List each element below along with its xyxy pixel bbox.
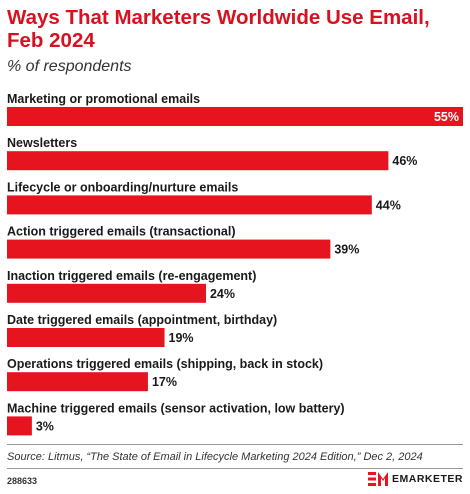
category-label: Newsletters (7, 136, 77, 150)
category-label: Inaction triggered emails (re-engagement… (7, 269, 256, 283)
bar (7, 107, 463, 126)
emarketer-logo-icon (367, 472, 388, 486)
value-label: 19% (169, 331, 194, 345)
category-label: Action triggered emails (transactional) (7, 225, 236, 239)
category-label: Marketing or promotional emails (7, 92, 200, 106)
category-label: Date triggered emails (appointment, birt… (7, 313, 277, 327)
bar (7, 372, 148, 392)
bar (7, 328, 165, 347)
value-label: 39% (334, 243, 359, 257)
source-note: Source: Litmus, “The State of Email in L… (7, 451, 423, 463)
value-label: 24% (210, 287, 235, 301)
bar (7, 283, 206, 303)
footer-divider (7, 468, 463, 469)
bar (7, 416, 32, 436)
bar (7, 151, 389, 171)
bar-chart: Marketing or promotional emails 55% Newsle… (7, 92, 463, 436)
bar (7, 195, 372, 215)
brand-name: EMARKETER (391, 473, 463, 485)
divider (7, 444, 463, 445)
value-label: 44% (376, 198, 401, 212)
value-label: 55% (434, 110, 459, 124)
chart-subtitle: % of respondents (7, 58, 132, 75)
value-label: 3% (36, 419, 54, 433)
category-label: Lifecycle or onboarding/nurture emails (7, 180, 238, 194)
chart-title: Ways That Marketers Worldwide Use Email,… (7, 6, 430, 52)
category-label: Machine triggered emails (sensor activat… (7, 401, 345, 415)
category-label: Operations triggered emails (shipping, b… (7, 357, 323, 371)
bar (7, 239, 331, 259)
brand-logo: EMARKETER (367, 472, 463, 486)
value-label: 17% (152, 375, 177, 389)
value-label: 46% (392, 154, 417, 168)
chart-id: 288633 (7, 476, 38, 486)
